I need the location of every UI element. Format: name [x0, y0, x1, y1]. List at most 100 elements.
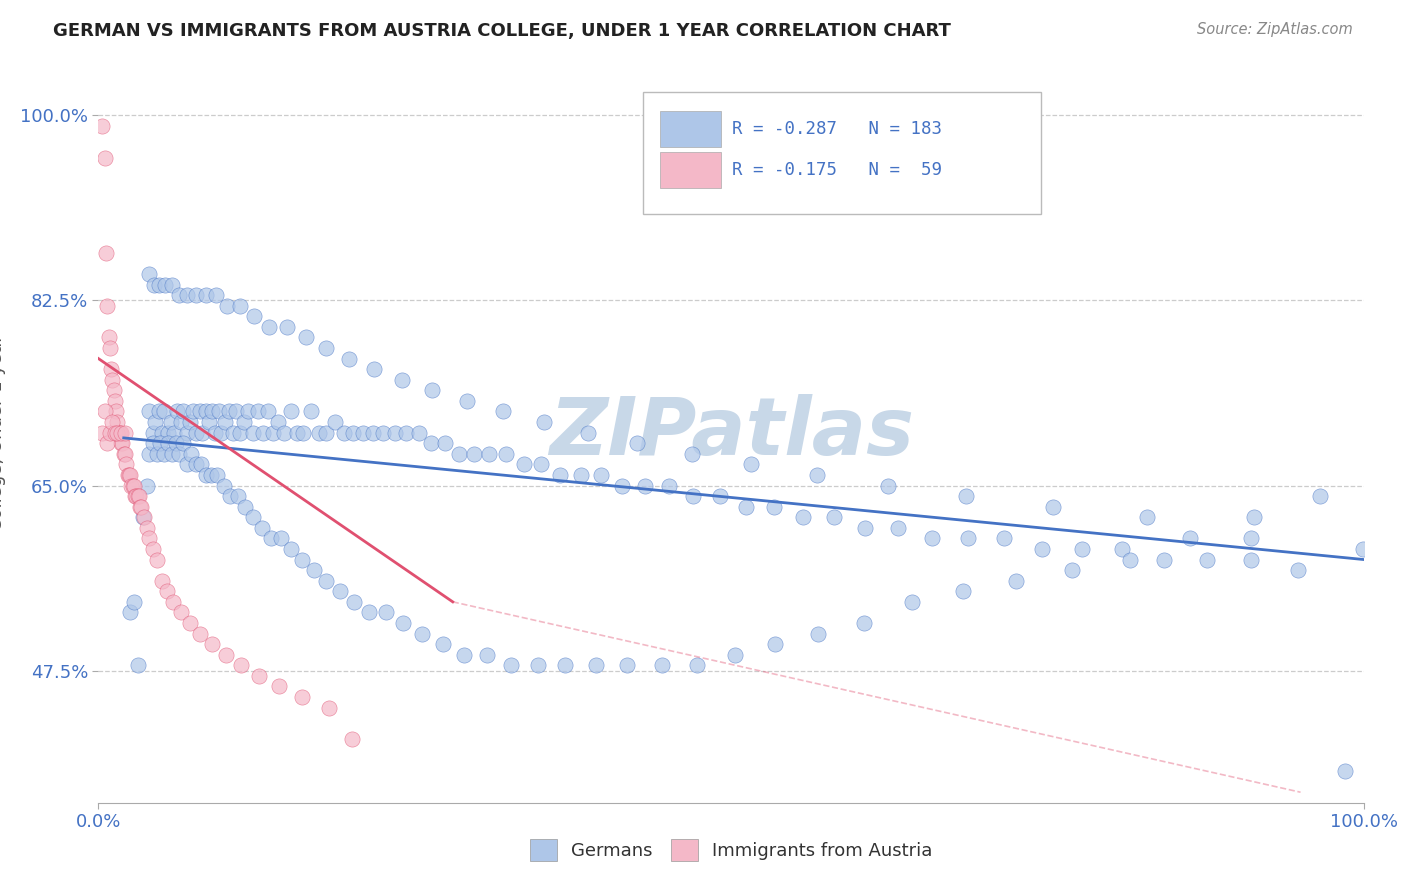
Point [1042, 500, 1064, 514]
Point [352, 425, 374, 440]
Point [100, 362, 122, 376]
Point [110, 425, 132, 440]
Point [120, 606, 141, 620]
Point [157, 425, 180, 440]
Point [374, 606, 396, 620]
Point [1308, 489, 1330, 503]
Point [165, 436, 187, 450]
Point [384, 425, 406, 440]
Point [612, 478, 634, 492]
Point [180, 447, 202, 461]
Point [342, 425, 364, 440]
Point [138, 447, 160, 461]
Point [634, 478, 657, 492]
Point [138, 267, 160, 281]
Point [724, 648, 747, 662]
Point [138, 532, 160, 546]
Point [363, 362, 385, 376]
Point [209, 425, 232, 440]
Point [250, 521, 273, 535]
Point [242, 510, 264, 524]
Point [1070, 541, 1092, 556]
Point [765, 637, 787, 651]
Point [204, 425, 226, 440]
Point [93, 151, 117, 165]
Point [792, 510, 814, 524]
Point [142, 541, 165, 556]
Point [877, 478, 900, 492]
Point [955, 489, 977, 503]
Point [259, 319, 281, 334]
FancyBboxPatch shape [661, 152, 721, 187]
Point [114, 425, 136, 440]
Point [157, 436, 180, 450]
Y-axis label: College, Under 1 year: College, Under 1 year [0, 334, 6, 531]
Point [142, 425, 165, 440]
Point [1004, 574, 1026, 588]
Point [276, 319, 298, 334]
Point [225, 404, 247, 418]
Point [169, 288, 191, 302]
Point [343, 595, 366, 609]
Point [252, 425, 274, 440]
Point [169, 606, 191, 620]
Point [952, 584, 974, 599]
Point [548, 467, 571, 482]
Point [422, 384, 444, 398]
Point [148, 404, 170, 418]
Point [103, 384, 125, 398]
Point [145, 447, 167, 461]
Point [135, 478, 157, 492]
Point [101, 373, 124, 387]
Point [149, 436, 172, 450]
Point [122, 595, 145, 609]
Point [120, 467, 141, 482]
Point [117, 467, 139, 482]
Point [218, 404, 240, 418]
Point [1240, 552, 1263, 566]
Point [315, 574, 337, 588]
Point [447, 447, 470, 461]
Point [526, 658, 548, 673]
Point [120, 478, 142, 492]
Point [318, 700, 340, 714]
Point [197, 415, 219, 429]
Point [887, 521, 910, 535]
Point [411, 626, 433, 640]
Point [434, 436, 457, 450]
Point [176, 288, 198, 302]
Point [110, 436, 132, 450]
Point [499, 658, 522, 673]
Point [207, 467, 229, 482]
Point [658, 478, 681, 492]
Point [179, 415, 201, 429]
Point [302, 563, 325, 577]
Point [569, 467, 592, 482]
Point [852, 615, 875, 630]
Point [132, 510, 155, 524]
Point [308, 425, 330, 440]
Point [208, 404, 231, 418]
Point [291, 690, 314, 704]
Point [191, 425, 214, 440]
Point [554, 658, 576, 673]
Point [201, 404, 224, 418]
Point [495, 447, 517, 461]
Point [333, 425, 356, 440]
Point [231, 658, 253, 673]
Point [233, 500, 256, 514]
Point [315, 425, 337, 440]
Point [1195, 552, 1218, 566]
Point [901, 595, 924, 609]
Point [247, 669, 270, 683]
Point [735, 500, 758, 514]
Point [512, 458, 534, 472]
Point [359, 606, 381, 620]
Point [229, 299, 252, 313]
Point [391, 373, 413, 387]
Point [533, 415, 555, 429]
Point [96, 436, 118, 450]
Point [681, 447, 703, 461]
Point [101, 415, 124, 429]
Point [921, 532, 943, 546]
